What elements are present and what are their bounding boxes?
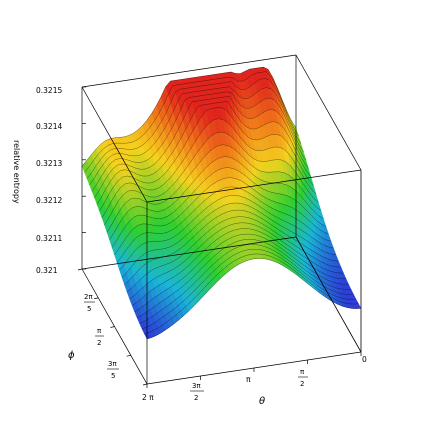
contour-line: [129, 222, 344, 300]
z-tick-label: 0.3215: [36, 86, 62, 95]
phi-tick-num: 3π: [108, 360, 117, 368]
contour-line: [144, 253, 359, 335]
contour-line: [126, 216, 342, 293]
theta-axis-title: θ: [259, 396, 265, 407]
contour-line: [99, 106, 314, 212]
surface-mesh: [77, 66, 362, 388]
contour-line: [119, 195, 334, 271]
theta-tick-label: 0: [362, 355, 367, 364]
phi-tick-den: 2: [97, 339, 101, 347]
contour-line: [134, 233, 349, 312]
contour-line: [131, 228, 347, 306]
box-edge: [295, 236, 362, 353]
contour-line: [106, 144, 322, 233]
phi-tick: [77, 268, 83, 271]
z-tick-label: 0.3213: [36, 159, 62, 168]
box-edge: [81, 236, 297, 270]
theta-tick-label: π: [246, 375, 251, 384]
phi-axis-title: ϕ: [68, 350, 75, 361]
z-tick-label: 0.321: [36, 266, 58, 275]
box-edge: [295, 54, 362, 171]
phi-tick-num: 2π: [84, 293, 93, 301]
contour-line: [96, 101, 312, 205]
contour-line: [81, 66, 297, 167]
box-edge: [146, 169, 362, 203]
phi-tick: [142, 383, 148, 386]
box-edge: [81, 54, 297, 88]
phi-tick: [110, 326, 115, 328]
theta-tick-label: 2 π: [142, 393, 154, 402]
phi-tick-den: 5: [111, 372, 115, 380]
contour-line: [114, 177, 329, 256]
contour-line: [136, 239, 352, 318]
contour-line: [91, 91, 307, 192]
z-tick-label: 0.3211: [36, 234, 62, 243]
phi-axis-ticks: 2π 5 π 2 3π 5: [84, 293, 119, 380]
contour-line: [94, 96, 309, 198]
contour-line: [141, 248, 357, 330]
contour-line: [146, 258, 362, 340]
phi-tick-den: 5: [87, 305, 91, 313]
contour-line: [109, 156, 324, 240]
phi-tick: [94, 297, 99, 300]
contour-line: [86, 77, 302, 179]
z-axis-title: relative entropy: [12, 140, 21, 204]
theta-tick-num: 3π: [192, 382, 201, 390]
z-tick-label: 0.3214: [36, 122, 62, 131]
contour-line: [111, 167, 327, 248]
theta-tick-num: π: [300, 368, 305, 376]
phi-tick-num: π: [97, 327, 102, 335]
phi-tick: [126, 354, 131, 357]
contour-line: [121, 202, 337, 278]
contour-line: [124, 209, 339, 286]
bounding-box: [81, 54, 362, 385]
theta-tick-den: 2: [194, 394, 198, 402]
theta-axis-ticks: 0 π 2 π 3π 2 2 π: [142, 355, 367, 402]
contour-line: [104, 131, 319, 226]
contour-line: [84, 71, 299, 173]
z-tick-label: 0.3212: [36, 196, 62, 205]
contour-line: [89, 86, 304, 186]
contour-line: [116, 186, 332, 263]
theta-tick-den: 2: [300, 380, 304, 388]
box-edge: [81, 86, 148, 203]
z-axis-ticks: 0.321 0.3211 0.3212 0.3213 0.3214 0.3215: [36, 86, 62, 275]
box-edge: [81, 268, 148, 385]
